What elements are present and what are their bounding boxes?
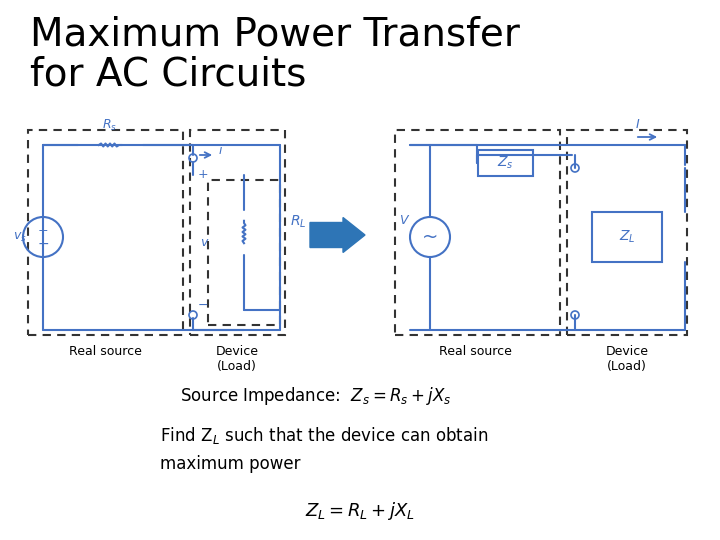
Text: Source Impedance:  $Z_s = R_s + jX_s$: Source Impedance: $Z_s = R_s + jX_s$ <box>180 385 451 407</box>
Text: $v_s$: $v_s$ <box>13 231 27 244</box>
Bar <box>208 180 280 325</box>
Bar <box>190 130 285 335</box>
Text: +: + <box>198 168 209 181</box>
Text: −: − <box>37 237 49 251</box>
Text: ~: ~ <box>422 227 438 246</box>
Text: Real source: Real source <box>68 345 141 358</box>
Text: $R_s$: $R_s$ <box>102 117 117 132</box>
Text: $V$: $V$ <box>399 213 410 226</box>
Text: Find Z$_L$ such that the device can obtain: Find Z$_L$ such that the device can obta… <box>160 425 488 446</box>
Text: −: − <box>198 299 209 312</box>
Text: $R_L$: $R_L$ <box>290 214 307 230</box>
Text: Real source: Real source <box>438 345 511 358</box>
Text: Maximum Power Transfer: Maximum Power Transfer <box>30 15 520 53</box>
Text: $Z_L$: $Z_L$ <box>618 229 635 245</box>
Text: for AC Circuits: for AC Circuits <box>30 55 307 93</box>
Text: $i$: $i$ <box>218 143 223 157</box>
Bar <box>592 212 662 262</box>
Text: $v$: $v$ <box>200 235 210 248</box>
Text: $Z_L = R_L + jX_L$: $Z_L = R_L + jX_L$ <box>305 500 415 522</box>
Text: $Z_s$: $Z_s$ <box>497 155 513 171</box>
Text: +: + <box>37 225 48 238</box>
Bar <box>567 130 687 335</box>
Text: Device
(Load): Device (Load) <box>215 345 258 373</box>
Text: maximum power: maximum power <box>160 455 300 473</box>
Bar <box>477 150 533 176</box>
FancyArrow shape <box>310 218 365 253</box>
Bar <box>28 130 183 335</box>
Text: Device
(Load): Device (Load) <box>606 345 649 373</box>
Text: $I$: $I$ <box>635 118 641 132</box>
Bar <box>395 130 560 335</box>
